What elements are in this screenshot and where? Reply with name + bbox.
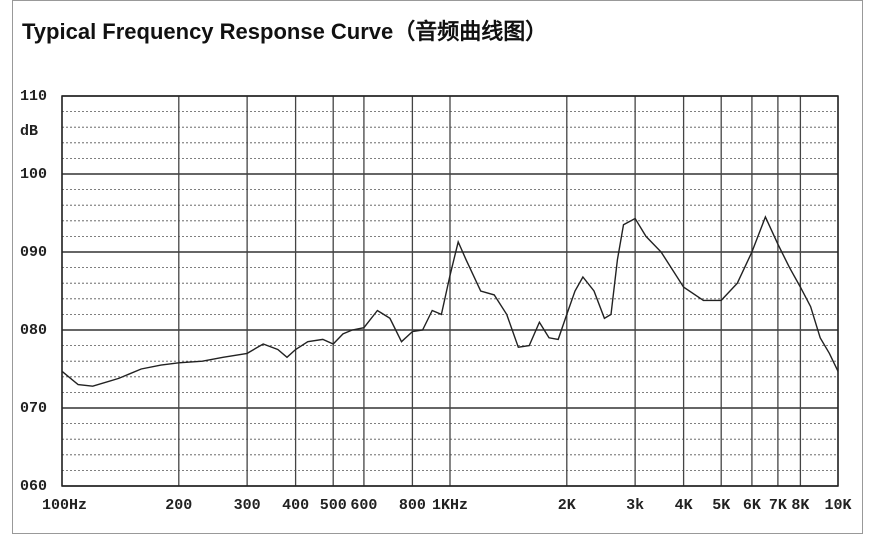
y-tick-label: 080 [20,322,47,339]
x-tick-label: 800 [399,497,426,514]
x-tick-label: 5K [712,497,730,514]
x-tick-label: 300 [234,497,261,514]
x-tick-label: 8K [791,497,809,514]
y-tick-label: 070 [20,400,47,417]
x-tick-label: 200 [165,497,192,514]
x-tick-label: 500 [320,497,347,514]
x-tick-label: 600 [350,497,377,514]
x-tick-label: 4K [675,497,693,514]
x-tick-label: 10K [824,497,851,514]
x-tick-label: 100Hz [42,497,87,514]
y-tick-label: 090 [20,244,47,261]
response-curve [61,215,839,387]
frame [12,0,863,534]
x-tick-label: 7K [769,497,787,514]
y-tick-label: 060 [20,478,47,495]
y-tick-label: 110 [20,88,47,105]
plot-border [61,95,839,487]
x-tick-label: 400 [282,497,309,514]
y-tick-label: 100 [20,166,47,183]
x-tick-label: 3k [626,497,644,514]
x-tick-label: 6K [743,497,761,514]
y-axis-label: dB [20,123,38,140]
x-tick-label: 2K [558,497,576,514]
chart-title: Typical Frequency Response Curve（音频曲线图） [22,19,547,44]
x-tick-label: 1KHz [432,497,468,514]
